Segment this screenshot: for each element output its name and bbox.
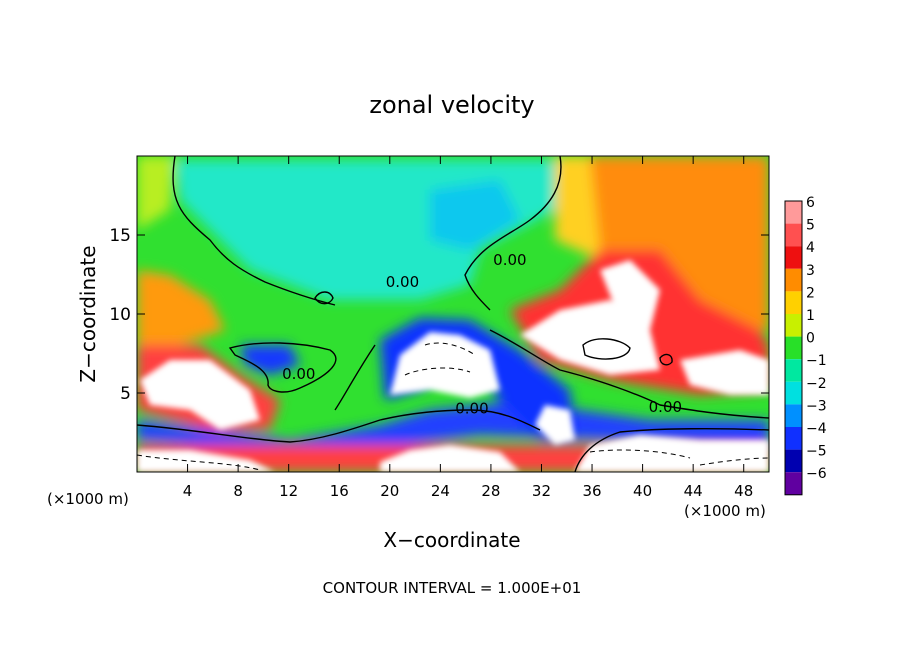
contour-zero-left-band [137, 409, 541, 443]
field-cyan-streak [430, 180, 520, 250]
contour-zero-tiny-loop [659, 353, 673, 366]
contour-zero-center-arc [334, 344, 376, 411]
chart-title: zonal velocity [369, 91, 534, 119]
contour-negative-bottom-left [137, 454, 261, 471]
x-tick-label: 40 [633, 482, 652, 500]
colorbar-frame [784, 200, 803, 496]
field-white-right-spike [600, 260, 660, 330]
x-axis: 4 8 12 16 20 24 28 32 36 40 44 48 [183, 156, 753, 500]
heatmap-field [137, 156, 769, 472]
field-upper-right-orange [590, 156, 769, 340]
x-unit-right: (×1000 m) [684, 502, 766, 520]
colorbar-label: 2 [806, 285, 815, 301]
field-white-bottom-center [380, 445, 520, 472]
y-tick-label: 15 [109, 226, 131, 246]
colorbar-label: 3 [806, 263, 815, 279]
colorbar-label: −1 [806, 353, 827, 369]
contour-label: 0.00 [386, 273, 419, 291]
x-axis-label: X−coordinate [383, 528, 520, 552]
colorbar-swatch [785, 472, 802, 495]
x-unit-left: (×1000 m) [47, 490, 129, 508]
colorbar-swatch [785, 314, 802, 337]
field-upper-left-yellow [137, 156, 175, 230]
colorbar-label: 5 [806, 218, 815, 234]
x-tick-label: 48 [734, 482, 753, 500]
colorbar-swatch [785, 359, 802, 382]
x-tick-label: 24 [431, 482, 450, 500]
x-tick-label: 44 [684, 482, 703, 500]
field-white-bottom-left [137, 450, 275, 472]
contour-label: 0.00 [455, 400, 488, 418]
y-tick-label: 10 [109, 305, 131, 325]
colorbar-swatch [785, 404, 802, 427]
contour-zero-right-band [489, 329, 769, 419]
colorbar-label: 6 [806, 195, 815, 211]
x-tick-label: 16 [330, 482, 349, 500]
x-tick-label: 20 [380, 482, 399, 500]
contour-negative-central [404, 342, 476, 376]
field-white-left [140, 360, 260, 430]
contour-zero-upper-right [464, 156, 562, 311]
colorbar-swatch [785, 427, 802, 450]
colorbar-swatch [785, 201, 802, 224]
field-white-bottom-right [575, 435, 769, 472]
contour-label: 0.00 [493, 251, 526, 269]
x-tick-label: 4 [183, 482, 193, 500]
colorbar-label: −5 [806, 444, 827, 460]
colorbar-swatch [785, 336, 802, 360]
field-white-far-right [680, 350, 769, 395]
colorbar-swatch [785, 223, 802, 247]
contour-zero-lower-right [574, 427, 769, 472]
colorbar-swatch [785, 268, 802, 292]
colorbar: 6 5 4 3 2 1 0 −1 −2 −3 −4 −5 −6 [784, 195, 827, 496]
y-axis: 5 10 15 [109, 226, 769, 404]
colorbar-swatch [785, 381, 802, 405]
colorbar-swatch [785, 449, 802, 473]
contour-negative-bottom-right [589, 449, 769, 466]
x-tick-label: 36 [582, 482, 601, 500]
colorbar-label: −4 [806, 421, 827, 437]
x-tick-label: 12 [279, 482, 298, 500]
colorbar-label: 4 [806, 240, 815, 256]
x-tick-label: 8 [233, 482, 243, 500]
contour-zero-left-loop [228, 342, 337, 393]
contour-interval-note: CONTOUR INTERVAL = 1.000E+01 [323, 579, 582, 597]
contour-label: 0.00 [282, 365, 315, 383]
contour-zero-right-loop [582, 338, 631, 360]
contour-zero-upper-left [172, 156, 336, 306]
colorbar-label: −3 [806, 398, 827, 414]
x-tick-label: 28 [481, 482, 500, 500]
y-tick-label: 5 [120, 384, 131, 404]
contour-zero-small-loop [314, 291, 334, 305]
colorbar-label: −6 [806, 466, 827, 482]
field-left-blue-patch [240, 345, 300, 375]
x-tick-label: 32 [532, 482, 551, 500]
colorbar-label: −2 [806, 376, 827, 392]
field-white-lower-middle [535, 405, 575, 445]
field-west-orange-band [137, 270, 225, 345]
colorbar-swatch [785, 291, 802, 314]
y-axis-label: Z−coordinate [76, 245, 100, 382]
contour-label: 0.00 [649, 398, 682, 416]
colorbar-swatch [785, 246, 802, 269]
contour-labels: 0.00 0.00 0.00 0.00 0.00 [282, 251, 682, 418]
field-white-central [390, 332, 500, 398]
colorbar-label: 0 [806, 331, 815, 347]
colorbar-label: 1 [806, 308, 815, 324]
